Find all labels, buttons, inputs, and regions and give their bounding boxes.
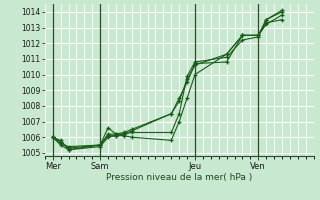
X-axis label: Pression niveau de la mer( hPa ): Pression niveau de la mer( hPa ) (106, 173, 252, 182)
